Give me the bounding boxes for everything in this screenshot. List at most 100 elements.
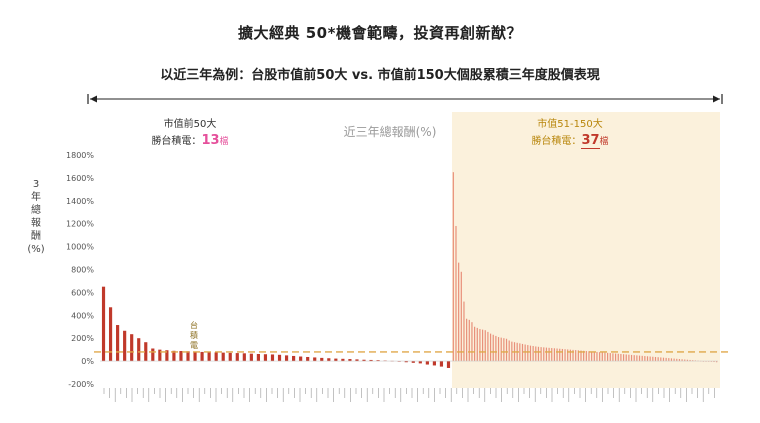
bar-top50 (221, 352, 225, 362)
bar-51-150 (585, 351, 587, 362)
bar-51-150 (673, 358, 675, 362)
bar-51-150 (702, 361, 704, 362)
y-tick-label: 1000% (66, 243, 94, 252)
bar-top50 (425, 361, 429, 365)
bar-51-150 (628, 354, 630, 362)
bar-51-150 (559, 348, 561, 362)
bar-51-150 (705, 361, 707, 362)
bar-51-150 (622, 354, 625, 362)
bar-51-150 (497, 337, 500, 362)
bar-top50 (193, 351, 197, 362)
bar-51-150 (487, 331, 489, 362)
bar-top50 (186, 351, 190, 362)
bar-51-150 (567, 349, 569, 362)
bar-51-150 (489, 333, 492, 362)
bar-51-150 (500, 337, 502, 362)
group-label-top50: 市值前50大 勝台積電：13檔 (120, 117, 260, 150)
bar-51-150 (519, 343, 521, 362)
bar-top50 (397, 361, 401, 362)
bar-51-150 (625, 354, 627, 362)
bar-top50 (355, 359, 359, 362)
y-tick-label: 0% (81, 357, 94, 366)
bar-top50 (137, 338, 141, 362)
bar-51-150 (633, 355, 635, 362)
bar-top50 (130, 334, 134, 362)
bar-top50 (165, 350, 169, 362)
bar-top50 (101, 286, 106, 362)
bar-51-150 (471, 322, 473, 362)
bar-top50 (439, 361, 444, 367)
bar-51-150 (588, 351, 590, 362)
bar-top50 (320, 357, 324, 362)
bar-51-150 (710, 361, 712, 362)
bar-51-150 (713, 361, 715, 363)
bar-51-150 (540, 347, 542, 362)
group-label-51-150-prefix: 勝台積電： (531, 136, 582, 147)
bar-51-150 (492, 334, 494, 362)
bar-51-150 (657, 357, 659, 362)
bar-51-150 (654, 356, 657, 362)
bar-51-150 (474, 326, 476, 362)
y-axis-label: 3 年總報酬 (%) (27, 179, 45, 255)
bar-51-150 (660, 357, 662, 362)
bar-51-150 (537, 346, 540, 362)
bar-51-150 (458, 262, 460, 362)
group-label-51-150-count: 37 (581, 133, 600, 149)
bar-top50 (446, 361, 451, 368)
bar-top50 (362, 359, 366, 362)
bar-top50 (200, 351, 204, 362)
group-label-51-150-unit: 檔 (599, 137, 609, 147)
bar-top50 (292, 355, 296, 362)
bar-51-150 (652, 356, 654, 362)
bar-51-150 (521, 343, 524, 362)
bar-51-150 (596, 351, 598, 362)
group-label-top50-count-line: 勝台積電：13檔 (120, 133, 260, 150)
bar-51-150 (630, 354, 633, 362)
bar-top50 (151, 348, 155, 362)
bar-51-150 (508, 340, 510, 362)
y-tick-label: 1800% (66, 151, 94, 160)
tsmc-marker-label: 台積電 (190, 321, 198, 350)
y-tick-label: -200% (68, 380, 94, 389)
bar-51-150 (591, 351, 593, 362)
bar-top50 (108, 307, 113, 362)
bar-51-150 (609, 353, 611, 362)
bar-51-150 (692, 360, 694, 362)
bar-top50 (116, 325, 120, 362)
bar-51-150 (484, 330, 486, 362)
bar-51-150 (686, 359, 689, 362)
bar-top50 (123, 330, 127, 362)
bar-51-150 (604, 352, 606, 362)
bar-51-150 (556, 348, 558, 362)
bar-51-150 (564, 349, 566, 362)
bar-top50 (270, 354, 275, 362)
y-tick-label: 600% (71, 288, 94, 297)
y-tick-label: 1600% (66, 174, 94, 183)
bar-top50 (306, 356, 310, 362)
bar-51-150 (668, 358, 670, 362)
bar-51-150 (617, 353, 619, 362)
bar-top50 (277, 354, 282, 362)
bar-51-150 (553, 348, 556, 362)
bar-51-150 (708, 361, 710, 362)
bar-51-150 (612, 353, 614, 362)
y-tick-label: 400% (71, 311, 94, 320)
bar-51-150 (532, 345, 534, 362)
bar-51-150 (460, 271, 462, 362)
bar-top50 (172, 350, 176, 362)
bar-51-150 (676, 358, 678, 362)
bar-51-150 (678, 359, 681, 362)
bar-top50 (369, 359, 373, 362)
bar-51-150 (638, 355, 641, 362)
bar-top50 (376, 360, 380, 362)
bar-51-150 (561, 348, 563, 362)
group-label-top50-title: 市值前50大 (163, 119, 217, 130)
bar-51-150 (505, 338, 508, 362)
bar-top50 (411, 361, 415, 363)
chart-subtitle: 以近三年為例：台股市值前50大 vs. 市值前150大個股累積三年度股價表現 (160, 68, 600, 83)
bar-51-150 (689, 359, 691, 362)
bar-51-150 (665, 357, 667, 362)
bar-51-150 (572, 349, 574, 362)
bar-51-150 (481, 329, 484, 362)
